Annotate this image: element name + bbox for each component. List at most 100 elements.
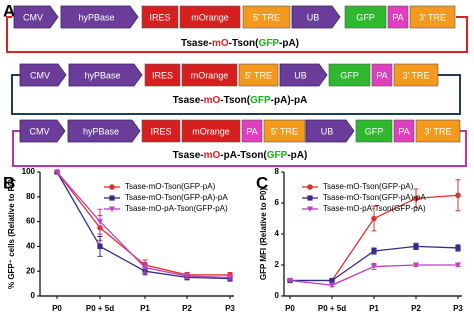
x-tick-label: P0	[52, 304, 62, 313]
construct-label: Tsase-mO-Tson(GFP-pA)	[181, 38, 299, 49]
y-tick-label: 80	[26, 192, 35, 201]
gene-block	[371, 63, 393, 87]
element-label: GFP	[340, 70, 359, 80]
element-label: hyPBase	[83, 126, 119, 136]
y-axis-title: % GFP⁺ cells (Relative to P0)	[7, 179, 16, 289]
gene-block	[355, 119, 393, 143]
legend-marker	[109, 206, 115, 212]
x-tick-label: P0 + 5d	[86, 304, 114, 313]
construct-frame	[12, 130, 467, 167]
legend-label: Tsase-mO-Tson(GFP-pA)	[323, 182, 414, 191]
gene-block	[141, 119, 181, 143]
y-tick-label: 40	[26, 242, 35, 251]
marker	[455, 262, 461, 268]
panel-letter: A	[3, 1, 15, 20]
construct-label: Tsase-mO-pA-Tson(GFP-pA)	[173, 150, 308, 161]
marker	[54, 169, 60, 175]
gene-block	[409, 5, 456, 29]
construct-label: Tsase-mO-Tson(GFP-pA)-pA	[173, 95, 308, 106]
label-part: -pA)	[287, 150, 307, 161]
promoter-arrow	[305, 119, 355, 143]
element-label: PA	[392, 12, 403, 22]
gene-block	[393, 119, 415, 143]
gene-block	[144, 63, 181, 87]
marker	[329, 282, 335, 289]
element-label: 5' TRE	[245, 70, 272, 80]
element-label: IRES	[152, 70, 173, 80]
label-part: Tsase-	[181, 38, 212, 49]
y-tick-label: 8	[275, 167, 280, 176]
x-tick-label: P3	[453, 304, 463, 313]
marker	[455, 245, 461, 251]
marker	[413, 262, 419, 268]
promoter-arrow	[68, 63, 143, 87]
element-label: 5' TRE	[253, 12, 280, 22]
gene-block	[393, 63, 439, 87]
marker	[97, 243, 103, 249]
label-part: mO	[204, 150, 221, 161]
label-part: mO	[204, 95, 221, 106]
legend-label: Tsase-mO-Tson(GFP-pA)	[125, 182, 216, 191]
promoter-arrow	[60, 5, 139, 29]
label-part: mO	[212, 38, 229, 49]
label-part: Tsase-	[173, 95, 204, 106]
label-part: -Tson(	[229, 38, 259, 49]
y-tick-label: 0	[31, 291, 36, 300]
element-label: CMV	[23, 12, 43, 22]
label-part: Tsase-	[173, 150, 204, 161]
legend-marker	[307, 195, 313, 201]
x-tick-label: P2	[411, 304, 421, 313]
element-label: UB	[294, 70, 307, 80]
marker	[413, 195, 419, 202]
marker	[371, 248, 377, 254]
gene-block	[181, 119, 241, 143]
y-tick-label: 6	[275, 198, 280, 207]
element-label: PA	[376, 70, 387, 80]
element-label: 3' TRE	[419, 12, 446, 22]
marker	[184, 273, 190, 280]
promoter-arrow	[279, 63, 328, 87]
element-label: mOrange	[191, 70, 229, 80]
y-tick-label: 20	[26, 266, 35, 275]
gene-block	[387, 5, 409, 29]
element-label: 5' TRE	[271, 126, 298, 136]
marker	[371, 215, 377, 222]
promoter-arrow	[67, 119, 141, 143]
element-label: 3' TRE	[424, 126, 451, 136]
marker	[371, 264, 377, 270]
gene-block	[141, 5, 179, 29]
promoter-arrow	[19, 63, 67, 87]
legend-label: Tsase-mO-Tson(GFP-pA)-pA	[323, 193, 426, 202]
element-label: CMV	[30, 126, 50, 136]
gene-block	[181, 63, 238, 87]
y-tick-label: 4	[275, 229, 280, 238]
label-part: GFP	[250, 95, 271, 106]
element-label: 3' TRE	[402, 70, 429, 80]
construct-frame	[6, 16, 468, 53]
element-label: IRES	[149, 12, 170, 22]
element-label: UB	[321, 126, 334, 136]
element-label: UB	[307, 12, 320, 22]
element-label: mOrange	[192, 126, 230, 136]
x-tick-label: P0 + 5d	[318, 304, 346, 313]
y-tick-label: 100	[22, 167, 36, 176]
gene-block	[328, 63, 371, 87]
label-part: GFP	[258, 38, 279, 49]
label-part: -pA)	[279, 38, 299, 49]
legend-marker	[109, 184, 115, 190]
y-axis-title: GFP MFI (Relative to P0)	[259, 188, 268, 281]
marker	[455, 192, 461, 199]
element-label: hyPBase	[78, 12, 114, 22]
x-tick-label: P1	[369, 304, 379, 313]
element-label: PA	[398, 126, 409, 136]
legend-marker	[307, 206, 313, 212]
legend-marker	[307, 184, 313, 190]
x-tick-label: P1	[140, 304, 150, 313]
y-tick-label: 2	[275, 260, 280, 269]
gene-block	[179, 5, 241, 29]
element-label: IRES	[150, 126, 171, 136]
legend-marker	[109, 195, 115, 201]
panel-letter: B	[3, 173, 15, 192]
element-label: mOrange	[191, 12, 229, 22]
